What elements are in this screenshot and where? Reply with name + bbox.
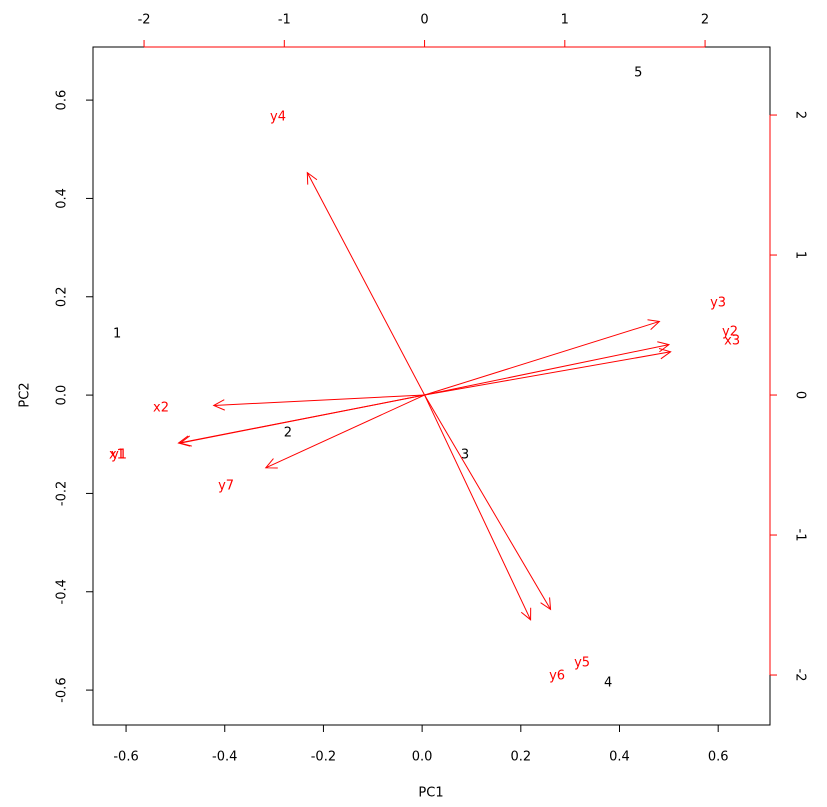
y-tick-label: -0.6 — [55, 677, 70, 702]
x2-tick-label: 2 — [701, 13, 709, 28]
arrow-head — [657, 341, 671, 353]
loading-arrow — [306, 172, 425, 396]
variable-label: y6 — [549, 669, 565, 684]
arrow-head — [179, 435, 192, 447]
variable-label: y4 — [270, 109, 286, 124]
y2-tick-label: -1 — [793, 529, 808, 542]
x2-tick-label: 0 — [420, 13, 428, 28]
variable-label: y2 — [722, 325, 738, 340]
plot-frame — [92, 46, 771, 726]
y2-tick-label: 0 — [793, 391, 808, 399]
loading-arrow — [180, 394, 425, 444]
variable-label: x3 — [724, 333, 740, 348]
x-tick-label: 0.0 — [412, 750, 433, 765]
y-tick-label: -0.2 — [55, 481, 70, 506]
loading-arrow — [424, 351, 671, 396]
y-axis-label: PC2 — [18, 382, 33, 407]
variable-label: x2 — [153, 401, 169, 416]
x2-tick-label: -1 — [278, 13, 291, 28]
loading-arrow — [424, 320, 660, 396]
y-tick-label: 0.6 — [55, 90, 70, 111]
loading-arrow — [424, 394, 532, 621]
loading-arrow — [424, 394, 551, 610]
arrow-head — [264, 458, 278, 469]
x2-tick-label: 1 — [561, 13, 569, 28]
loading-arrow — [265, 394, 425, 469]
observation-label: 3 — [461, 448, 469, 463]
variable-label: y7 — [218, 479, 234, 494]
y-tick-label: -0.4 — [55, 579, 70, 604]
arrow-head — [306, 171, 318, 185]
x-axis-label: PC1 — [418, 786, 443, 801]
arrow-head — [520, 607, 532, 621]
loading-arrow — [213, 394, 425, 406]
loading-arrow — [424, 344, 670, 396]
y-tick-label: 0.0 — [55, 385, 70, 406]
variable-label: y3 — [710, 296, 726, 311]
x-tick-label: 0.2 — [510, 750, 531, 765]
x-tick-label: 0.6 — [708, 750, 729, 765]
y2-tick-label: -2 — [793, 669, 808, 682]
observation-label: 5 — [634, 66, 642, 81]
x-tick-label: 0.4 — [609, 750, 630, 765]
x-tick-label: -0.2 — [311, 750, 336, 765]
y-tick-label: 0.4 — [55, 188, 70, 209]
y-tick-label: 0.2 — [55, 286, 70, 307]
variable-label: y1 — [111, 448, 127, 463]
arrow-head — [647, 319, 661, 331]
arrow-head — [212, 399, 225, 411]
arrow-head — [540, 597, 552, 611]
variable-label: y5 — [574, 655, 590, 670]
observation-label: 4 — [604, 676, 612, 691]
x2-tick-label: -2 — [138, 13, 151, 28]
variable-label: x1 — [109, 448, 125, 463]
y2-tick-label: 1 — [793, 251, 808, 259]
observation-label: 2 — [284, 425, 292, 440]
y2-tick-label: 2 — [793, 111, 808, 119]
x-tick-label: -0.6 — [113, 750, 138, 765]
observation-label: 1 — [113, 327, 121, 342]
x-tick-label: -0.4 — [212, 750, 237, 765]
